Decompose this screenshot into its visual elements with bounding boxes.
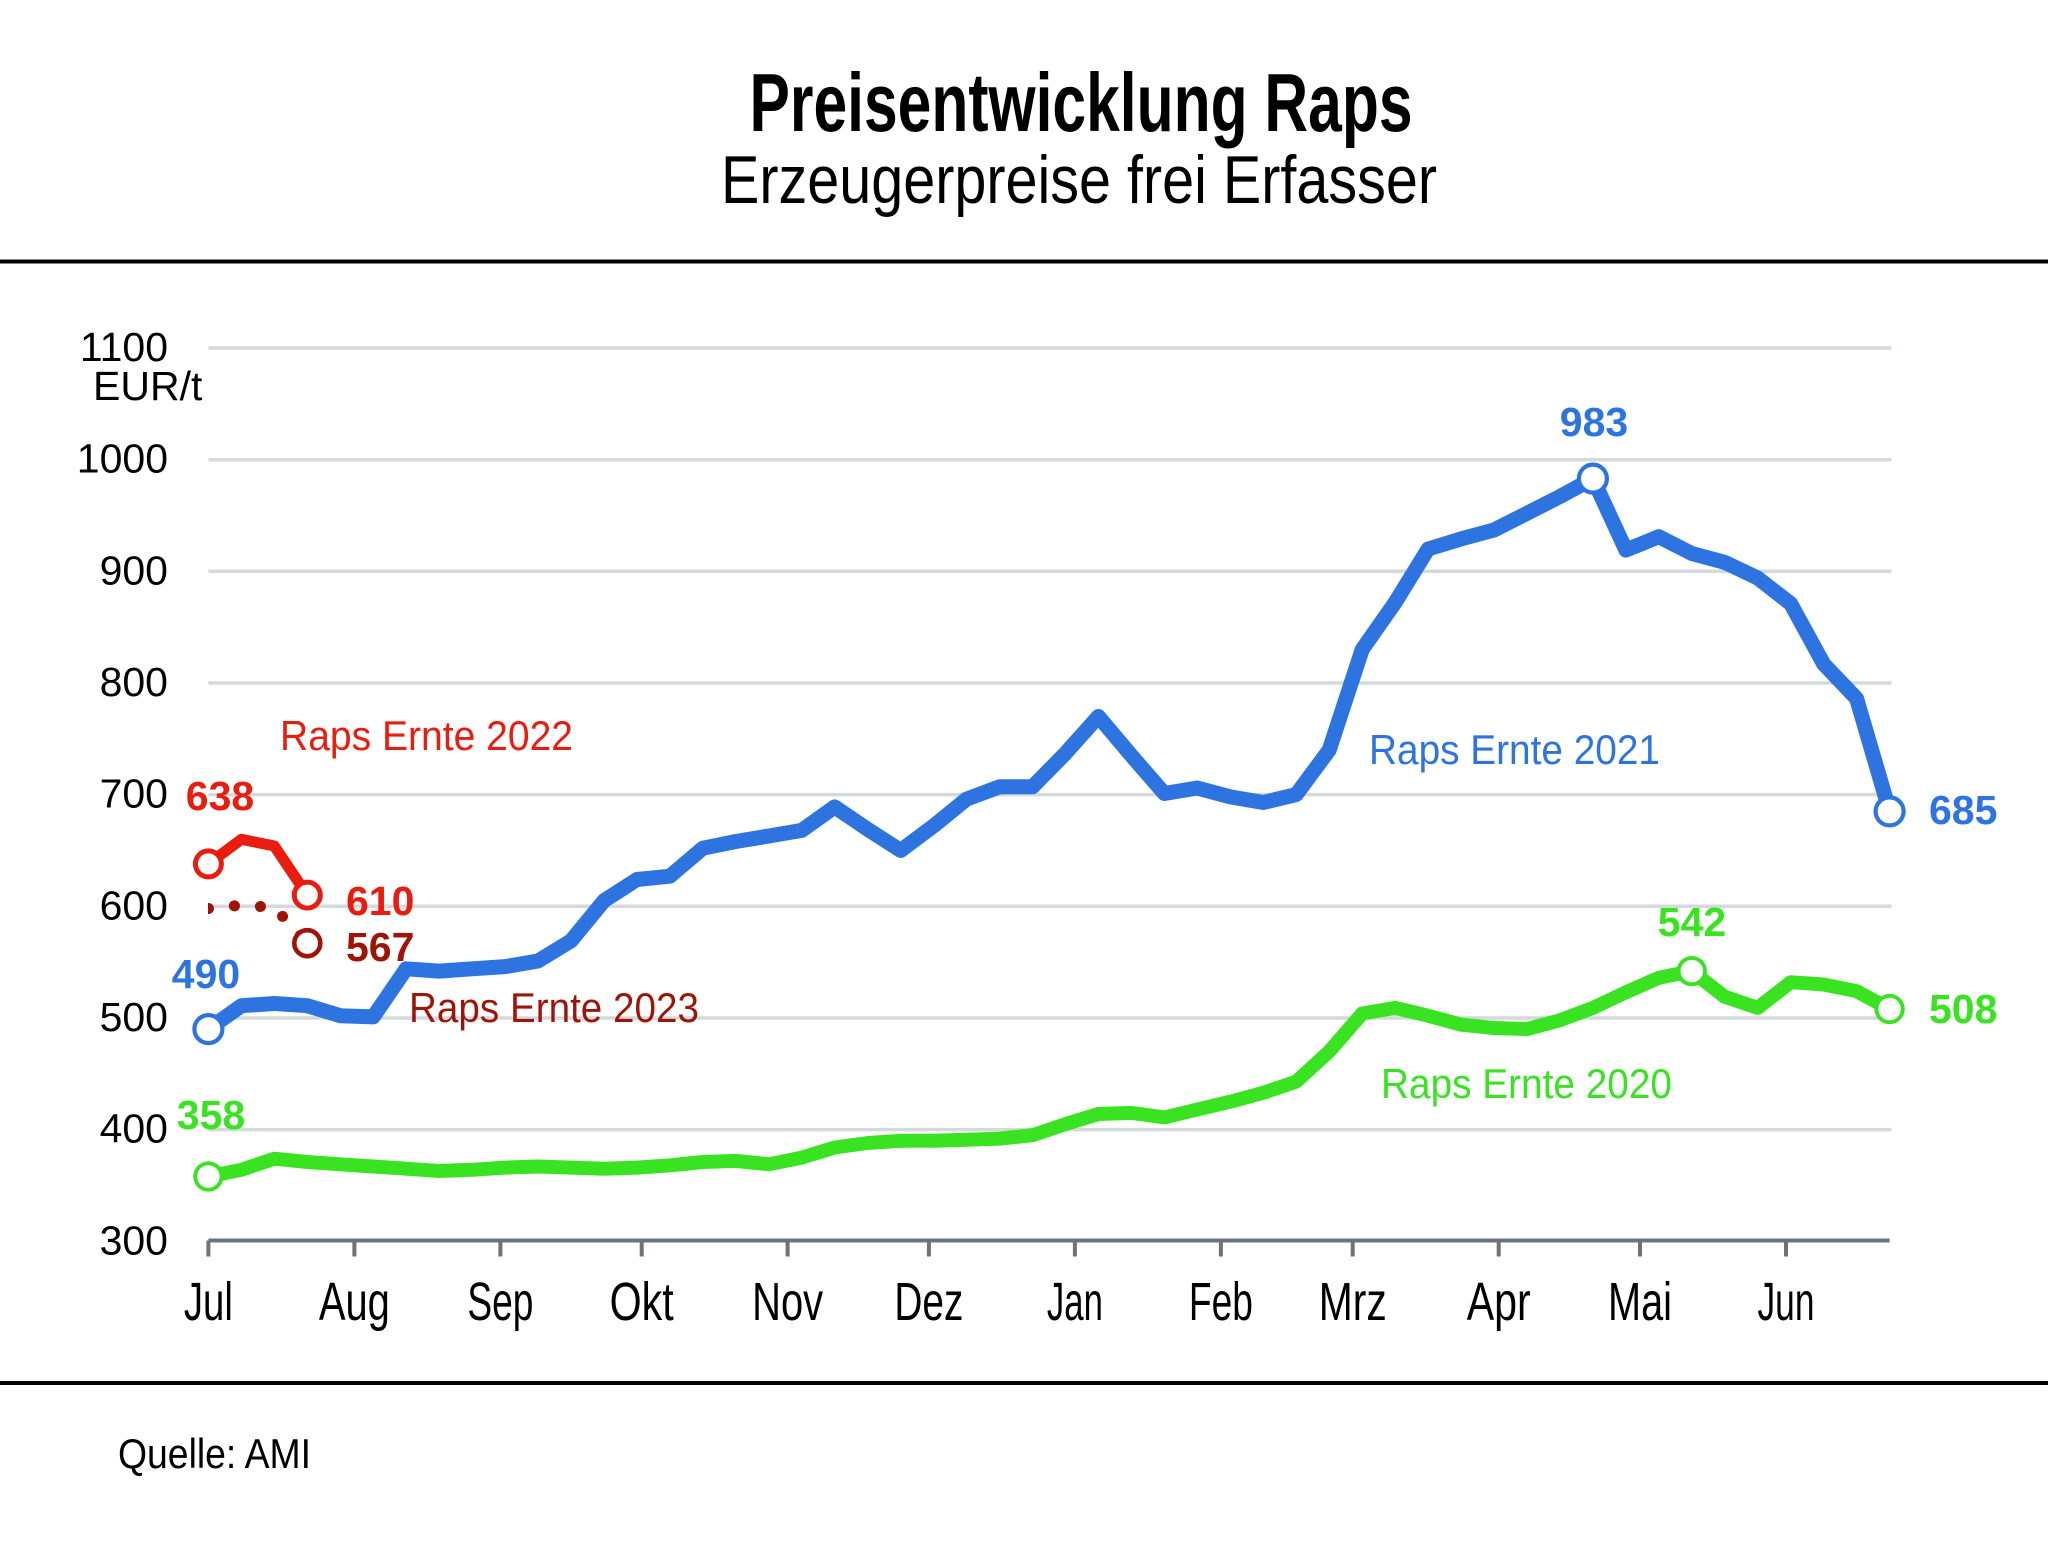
svg-text:Raps Ernte 2021: Raps Ernte 2021 xyxy=(1369,726,1660,773)
svg-text:508: 508 xyxy=(1929,986,1997,1032)
svg-text:Mrz: Mrz xyxy=(1319,1272,1387,1332)
svg-text:Erzeugerpreise frei Erfasser: Erzeugerpreise frei Erfasser xyxy=(721,142,1437,218)
svg-text:Sep: Sep xyxy=(467,1272,533,1332)
svg-text:800: 800 xyxy=(100,659,168,705)
svg-text:Jan: Jan xyxy=(1047,1272,1103,1332)
svg-text:Raps Ernte 2020: Raps Ernte 2020 xyxy=(1381,1060,1672,1107)
svg-text:542: 542 xyxy=(1658,899,1726,945)
svg-text:Nov: Nov xyxy=(752,1272,823,1332)
svg-text:638: 638 xyxy=(186,773,254,819)
svg-text:1100: 1100 xyxy=(80,324,168,370)
svg-text:600: 600 xyxy=(100,882,168,928)
svg-text:610: 610 xyxy=(346,878,414,924)
svg-text:Mai: Mai xyxy=(1608,1272,1672,1332)
svg-text:358: 358 xyxy=(177,1092,245,1138)
svg-text:500: 500 xyxy=(100,994,168,1040)
svg-text:900: 900 xyxy=(100,547,168,593)
svg-text:Aug: Aug xyxy=(319,1272,390,1332)
svg-text:983: 983 xyxy=(1560,399,1628,445)
svg-text:Feb: Feb xyxy=(1189,1272,1253,1332)
svg-text:567: 567 xyxy=(346,924,414,970)
svg-text:Quelle: AMI: Quelle: AMI xyxy=(118,1430,311,1477)
svg-text:400: 400 xyxy=(100,1106,168,1152)
svg-text:300: 300 xyxy=(100,1217,168,1263)
svg-text:Apr: Apr xyxy=(1467,1272,1531,1332)
svg-text:Jul: Jul xyxy=(184,1272,233,1332)
svg-text:Raps Ernte 2022: Raps Ernte 2022 xyxy=(280,712,573,759)
svg-text:EUR/t: EUR/t xyxy=(93,363,203,409)
svg-text:Raps Ernte 2023: Raps Ernte 2023 xyxy=(409,984,699,1031)
svg-text:Okt: Okt xyxy=(610,1272,674,1332)
svg-text:Jun: Jun xyxy=(1757,1272,1814,1332)
svg-text:Dez: Dez xyxy=(894,1272,963,1332)
svg-text:1000: 1000 xyxy=(77,436,168,482)
svg-text:Preisentwicklung Raps: Preisentwicklung Raps xyxy=(750,56,1413,149)
svg-text:700: 700 xyxy=(100,771,168,817)
svg-text:490: 490 xyxy=(172,951,240,997)
svg-text:685: 685 xyxy=(1929,787,1997,833)
